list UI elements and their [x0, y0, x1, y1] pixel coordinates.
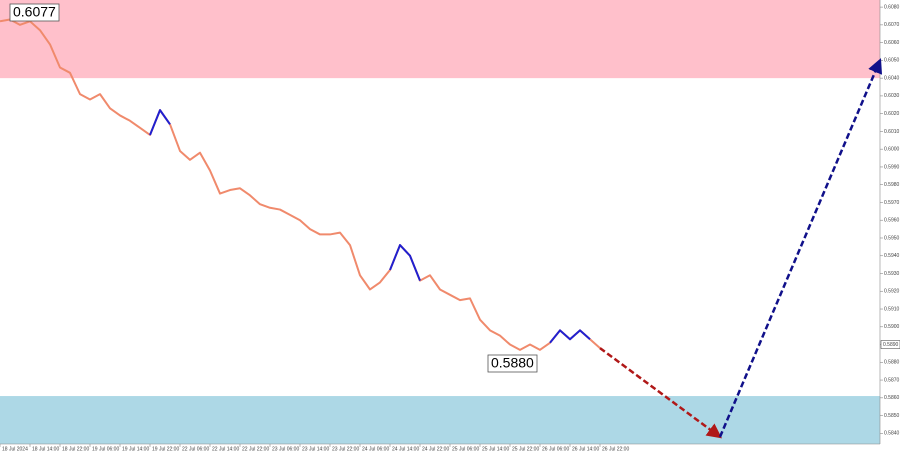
y-tick-label: 0.5840: [884, 431, 900, 437]
x-tick-label: 22 Jul 22:00: [242, 446, 269, 452]
last-price-box: [880, 340, 900, 349]
y-tick-label: 0.5870: [884, 377, 900, 383]
y-tick-label: 0.5980: [884, 182, 900, 188]
x-tick-label: 25 Jul 14:00: [482, 446, 509, 452]
y-tick-label: 0.6060: [884, 40, 900, 46]
y-tick-label: 0.6080: [884, 4, 900, 10]
x-tick-label: 22 Jul 14:00: [212, 446, 239, 452]
y-tick-label: 0.5860: [884, 395, 900, 401]
price-line: [149, 109, 591, 344]
y-tick-label: 0.5930: [884, 271, 900, 277]
x-tick-label: 23 Jul 22:00: [332, 446, 359, 452]
y-tick-label: 0.5970: [884, 200, 900, 206]
y-tick-label: 0.6070: [884, 22, 900, 28]
x-tick-label: 23 Jul 06:00: [272, 446, 299, 452]
y-tick-label: 0.6010: [884, 129, 900, 135]
y-tick-label: 0.5880: [884, 360, 900, 366]
forecast-arrow: [718, 58, 883, 438]
y-tick-label: 0.5850: [884, 413, 900, 419]
zone: [0, 396, 880, 444]
x-tick-label: 24 Jul 14:00: [392, 446, 419, 452]
price-line: [0, 18, 601, 351]
y-tick-label: 0.5910: [884, 306, 900, 312]
forecast-arrow: [599, 347, 723, 439]
annotation-box: [487, 354, 538, 373]
x-tick-label: 26 Jul 06:00: [542, 446, 569, 452]
y-tick-label: 0.6050: [884, 58, 900, 64]
x-tick-label: 19 Jul 06:00: [92, 446, 119, 452]
y-tick-label: 0.6030: [884, 93, 900, 99]
x-tick-label: 24 Jul 06:00: [362, 446, 389, 452]
y-tick-label: 0.6000: [884, 147, 900, 153]
x-tick-label: 18 Jul 22:00: [62, 446, 89, 452]
y-tick-label: 0.5940: [884, 253, 900, 259]
annotation-label: 0.6077: [13, 4, 56, 20]
y-tick-label: 0.5950: [884, 235, 900, 241]
x-tick-label: 26 Jul 22:00: [602, 446, 629, 452]
x-tick-label: 25 Jul 06:00: [452, 446, 479, 452]
x-tick-label: 23 Jul 14:00: [302, 446, 329, 452]
x-tick-label: 24 Jul 22:00: [422, 446, 449, 452]
y-tick-label: 0.5920: [884, 289, 900, 295]
x-tick-label: 19 Jul 22:00: [152, 446, 179, 452]
y-tick-label: 0.5960: [884, 218, 900, 224]
x-tick-label: 18 Jul 14:00: [32, 446, 59, 452]
y-tick-label: 0.5990: [884, 164, 900, 170]
y-tick-label: 0.5900: [884, 324, 900, 330]
x-tick-label: 25 Jul 22:00: [512, 446, 539, 452]
annotation-box: [9, 3, 60, 22]
x-tick-label: 18 Jul 2024: [2, 446, 28, 452]
x-tick-label: 19 Jul 14:00: [122, 446, 149, 452]
y-tick-label: 0.6040: [884, 75, 900, 81]
x-tick-label: 22 Jul 06:00: [182, 446, 209, 452]
y-tick-label: 0.6020: [884, 111, 900, 117]
x-tick-label: 26 Jul 14:00: [572, 446, 599, 452]
last-price-label: 0.5890: [883, 342, 899, 348]
zone: [0, 0, 880, 79]
annotation-label: 0.5880: [491, 355, 534, 371]
